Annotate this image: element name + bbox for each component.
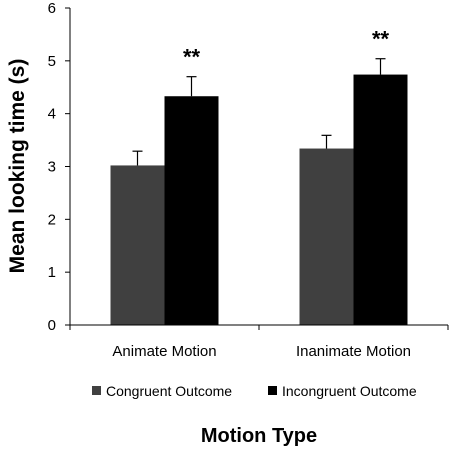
y-axis-ticks: 0 1 2 3 4 5 6	[48, 0, 70, 334]
y-tick-label: 6	[48, 0, 56, 17]
x-axis-categories: Animate Motion Inanimate Motion	[112, 343, 411, 360]
x-category-label: Inanimate Motion	[296, 343, 411, 360]
bars	[110, 74, 408, 326]
significance-marker: **	[372, 27, 390, 52]
error-bars	[132, 58, 386, 166]
y-tick-label: 2	[48, 211, 56, 228]
legend-label-incongruent: Incongruent Outcome	[282, 383, 417, 399]
y-tick-label: 4	[48, 106, 56, 123]
bar-incongruent-outcome-1	[353, 74, 408, 325]
y-tick-label: 5	[48, 53, 56, 70]
x-category-label: Animate Motion	[112, 343, 216, 360]
y-axis-title: Mean looking time (s)	[6, 59, 29, 274]
x-axis-title: Motion Type	[201, 425, 317, 447]
y-tick-label: 1	[48, 264, 56, 281]
significance-markers: ** **	[183, 27, 390, 70]
legend-swatch-incongruent	[268, 386, 277, 395]
y-tick-label: 0	[48, 317, 56, 334]
legend-swatch-congruent	[92, 386, 101, 395]
y-tick-label: 3	[48, 159, 56, 176]
legend: Congruent Outcome Incongruent Outcome	[92, 383, 417, 399]
bar-congruent-outcome-1	[299, 148, 354, 325]
bar-incongruent-outcome-0	[164, 96, 219, 326]
bar-congruent-outcome-0	[110, 165, 165, 325]
significance-marker: **	[183, 45, 201, 70]
axes	[69, 8, 449, 330]
legend-label-congruent: Congruent Outcome	[106, 383, 232, 399]
